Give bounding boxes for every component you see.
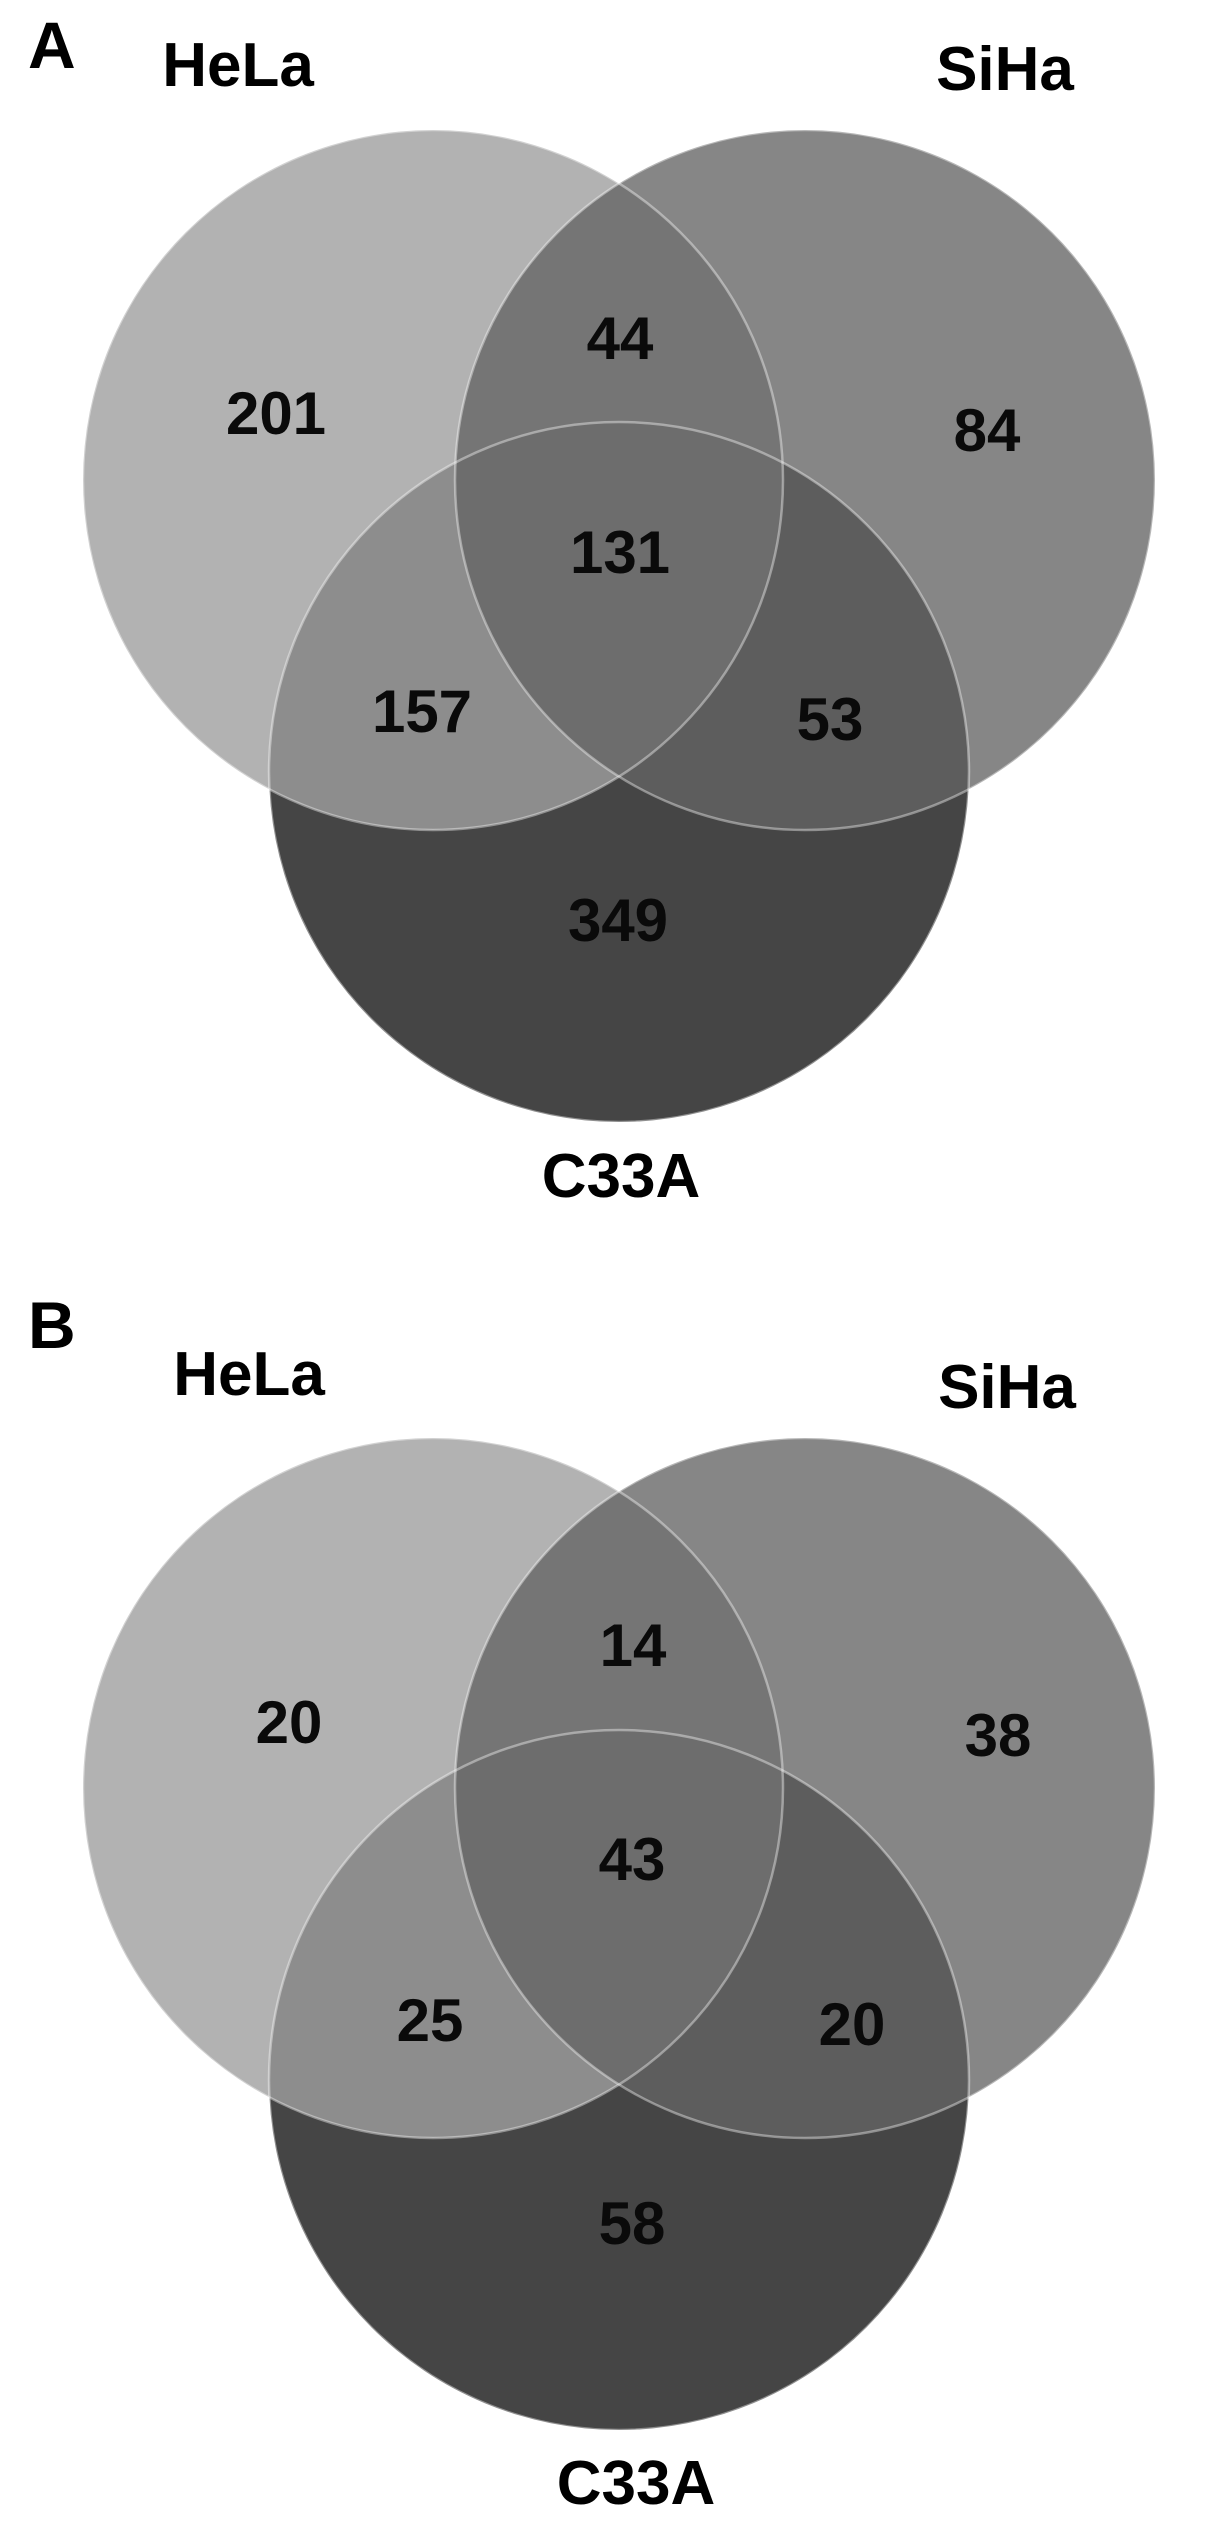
count-siha-c33a-overlap-b: 20 (818, 1991, 886, 2058)
siha-circle-a (455, 130, 1155, 830)
venn-diagram-b (81, 1436, 1157, 2432)
count-hela-siha-overlap-b: 14 (599, 1612, 667, 1679)
c33a-set-label-b: C33A (556, 2449, 716, 2518)
panel-a-letter: A (28, 8, 77, 82)
hela-circle-edge-a (81, 128, 785, 832)
count-hela-only-a: 201 (225, 380, 327, 447)
siha-set-label-b: SiHa (938, 1353, 1076, 1422)
c33a-circle-edge-a (267, 420, 971, 1124)
c33a-circle-edge-b (267, 1728, 971, 2432)
count-center-overlap-a: 131 (569, 519, 671, 586)
panel-b-letter: B (28, 1288, 77, 1362)
siha-set-label-a: SiHa (936, 35, 1074, 104)
count-c33a-only-b: 58 (598, 2190, 666, 2257)
hela-circle-edge-b (81, 1436, 785, 2140)
count-siha-only-b: 38 (964, 1702, 1032, 1769)
count-siha-c33a-overlap-a: 53 (796, 686, 864, 753)
c33a-set-label-a: C33A (541, 1142, 701, 1211)
siha-circle-b (455, 1438, 1155, 2138)
venn-diagram-a (81, 128, 1157, 1124)
count-siha-only-a: 84 (953, 397, 1021, 464)
siha-circle-edge-b (453, 1436, 1157, 2140)
count-center-overlap-b: 43 (598, 1826, 666, 1893)
count-hela-c33a-overlap-b: 25 (396, 1987, 464, 2054)
count-hela-only-b: 20 (255, 1689, 323, 1756)
hela-set-label-b: HeLa (173, 1340, 325, 1409)
count-hela-siha-overlap-a: 44 (586, 305, 654, 372)
count-hela-c33a-overlap-a: 157 (371, 678, 473, 745)
hela-set-label-a: HeLa (162, 31, 314, 100)
siha-circle-edge-a (453, 128, 1157, 832)
count-c33a-only-a: 349 (567, 887, 669, 954)
